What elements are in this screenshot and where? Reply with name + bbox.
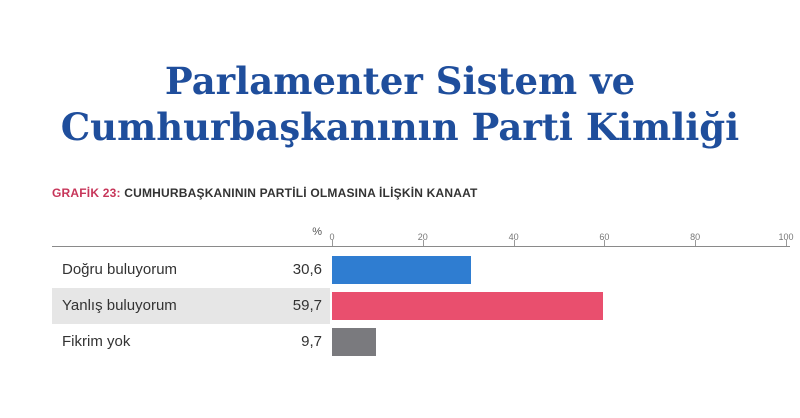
value-label: 30,6	[292, 261, 322, 278]
axis-line	[52, 246, 790, 247]
category-label: Doğru buluyorum	[62, 261, 178, 278]
bar	[332, 292, 604, 320]
subtitle-prefix: GRAFİK 23:	[52, 186, 121, 200]
axis-tick-mark	[695, 240, 697, 246]
axis-tick-mark	[786, 240, 787, 246]
title-line-2: Cumhurbaşkanının Parti Kimliği	[60, 105, 740, 149]
axis-tick-label: 100	[778, 232, 794, 242]
value-label: 9,7	[301, 333, 322, 350]
axis-tick-mark	[422, 240, 424, 246]
value-label: 59,7	[292, 297, 322, 314]
axis-tick-label: 80	[690, 232, 701, 242]
subtitle-text: CUMHURBAŞKANININ PARTİLİ OLMASINA İLİŞKİ…	[124, 186, 478, 200]
axis-tick-label: 40	[508, 232, 519, 242]
category-label: Yanlış buluyorum	[62, 297, 177, 314]
bar	[332, 256, 471, 284]
chart-title: Parlamenter Sistem ve Cumhurbaşkanının P…	[0, 58, 800, 150]
percent-unit-label: %	[312, 226, 322, 238]
axis-tick-mark	[604, 240, 606, 246]
category-label: Fikrim yok	[62, 333, 131, 350]
axis-tick-label: 60	[599, 232, 610, 242]
chart-row: Yanlış buluyorum 59,7	[52, 288, 330, 324]
chart-row: Fikrim yok 9,7	[52, 324, 330, 360]
axis-tick-mark	[332, 240, 333, 246]
axis-tick-label: 20	[417, 232, 428, 242]
bar	[332, 328, 377, 356]
chart-row: Doğru buluyorum 30,6	[52, 252, 330, 288]
chart-subtitle: GRAFİK 23: CUMHURBAŞKANININ PARTİLİ OLMA…	[52, 186, 478, 200]
axis-tick-label: 0	[329, 232, 335, 242]
axis-tick-mark	[513, 240, 515, 246]
title-line-1: Parlamenter Sistem ve	[164, 59, 636, 103]
